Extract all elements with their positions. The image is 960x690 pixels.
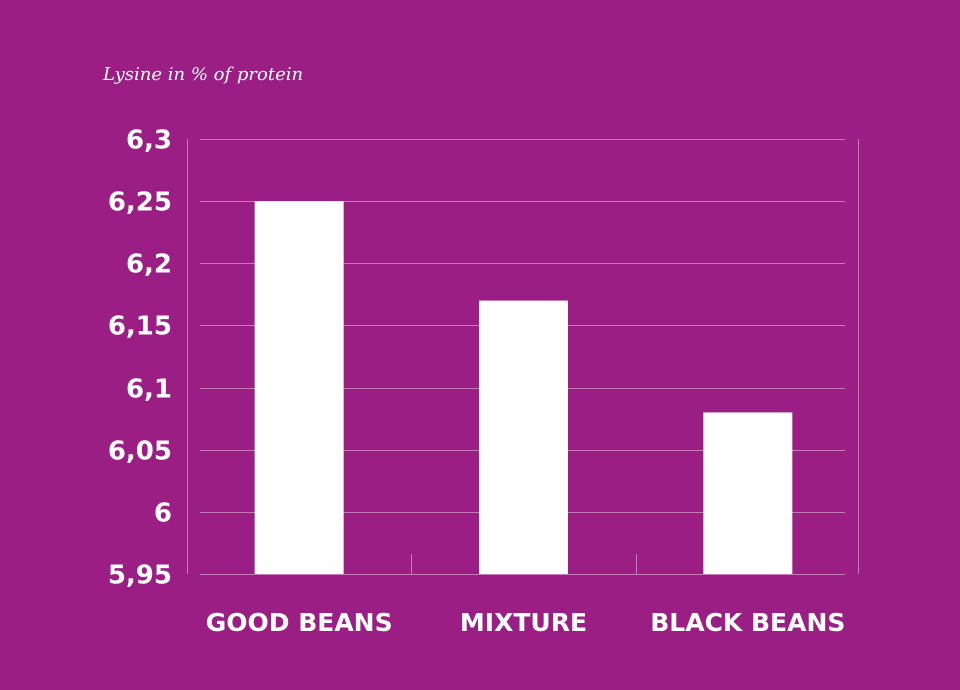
y-tick-label: 6,15 <box>108 312 172 342</box>
y-tick-label: 6,2 <box>126 250 172 280</box>
bar-mixture <box>479 300 568 574</box>
y-axis-label: Lysine in % of protein <box>102 64 303 85</box>
y-tick-label: 6 <box>154 499 172 529</box>
y-axis-ticks: 5,95 6 6,05 6,1 6,15 6,2 6,25 6,3 <box>108 126 172 591</box>
y-tick-label: 6,25 <box>108 188 172 218</box>
y-tick-label: 6,1 <box>126 375 172 405</box>
bar-good-beans <box>254 201 344 574</box>
bars <box>254 201 793 574</box>
x-tick-label: BLACK BEANS <box>650 608 845 637</box>
y-tick-label: 6,05 <box>108 437 172 467</box>
x-tick-label: GOOD BEANS <box>206 608 393 637</box>
y-tick-label: 5,95 <box>108 561 172 591</box>
bar-black-beans <box>703 412 793 574</box>
y-tick-label: 6,3 <box>126 126 172 156</box>
x-axis-ticks: GOOD BEANS MIXTURE BLACK BEANS <box>206 608 846 637</box>
x-tick-label: MIXTURE <box>460 608 587 637</box>
